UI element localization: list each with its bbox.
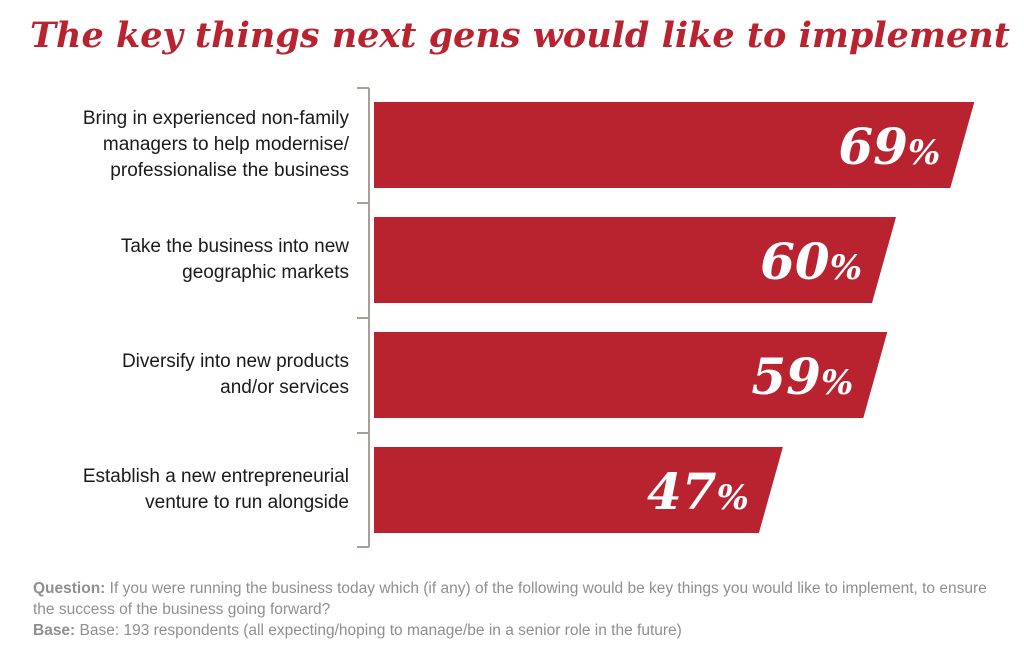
bar: [374, 447, 783, 533]
category-label: Take the business into new geographic mar…: [20, 217, 349, 303]
question-note: Question: If you were running the busine…: [33, 578, 1003, 620]
base-note: Base: Base: 193 respondents (all expecti…: [33, 620, 1003, 641]
question-label: Question:: [33, 580, 106, 597]
bar-chart: 69% 60% 59%47%: [357, 87, 975, 548]
value-label: 59%: [751, 347, 853, 406]
category-label-line: Take the business into new: [120, 236, 349, 257]
category-label-line: Bring in experienced non-family: [82, 108, 349, 129]
footnote: Question: If you were running the busine…: [33, 578, 1003, 641]
category-label: Bring in experienced non-family managers …: [20, 102, 349, 188]
bar: [374, 332, 888, 418]
category-label-line: managers to help modernise/: [102, 134, 349, 155]
question-text: If you were running the business today w…: [33, 580, 987, 618]
base-label: Base:: [33, 622, 76, 639]
bar: [374, 102, 975, 188]
category-label-line: geographic markets: [182, 262, 349, 283]
category-label-line: and/or services: [220, 377, 349, 398]
bar: [374, 217, 896, 303]
base-text: Base: 193 respondents (all expecting/hop…: [75, 622, 682, 639]
category-label-line: venture to run alongside: [145, 492, 349, 513]
category-label-line: Diversify into new products: [121, 351, 349, 372]
value-label: 60%: [760, 232, 862, 291]
chart-title: The key things next gens would like to i…: [30, 15, 1010, 56]
category-label-line: Establish a new entrepreneurial: [82, 466, 349, 487]
category-label: Diversify into new products and/or servic…: [20, 332, 349, 418]
value-label: 69%: [838, 117, 940, 176]
value-label: 47%: [647, 462, 749, 521]
category-label-line: professionalise the business: [110, 160, 349, 181]
category-label: Establish a new entrepreneurial venture t…: [20, 447, 349, 533]
